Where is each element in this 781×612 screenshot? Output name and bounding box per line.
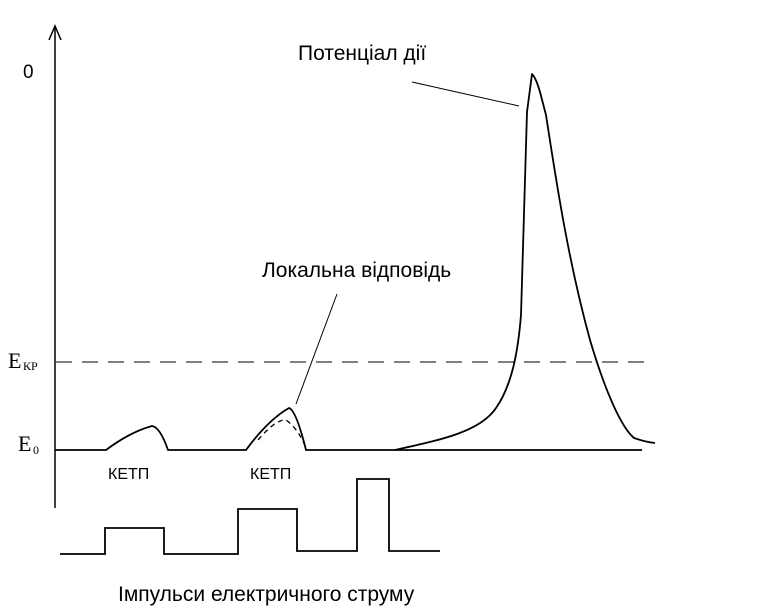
resting-level-label: E 0: [18, 431, 39, 457]
y-axis: [48, 24, 62, 508]
e-kr-letter: E: [8, 348, 21, 373]
action-potential-pointer: [411, 81, 520, 107]
e-kr-subscript: КР: [23, 359, 38, 373]
e0-subscript: 0: [33, 443, 39, 457]
ketp-label-2: КЕТП: [250, 466, 291, 483]
local-response-label: Локальна відповідь: [262, 259, 451, 282]
membrane-potential-curve: [55, 73, 656, 451]
zero-label: 0: [23, 62, 34, 83]
current-pulse-trace: [60, 478, 440, 555]
e0-letter: E: [18, 431, 31, 456]
local-response-pointer: [295, 293, 338, 405]
local-response-dashed-curve: [257, 419, 308, 451]
ketp-label-1: КЕТП: [108, 466, 149, 483]
critical-level-label: E КР: [8, 348, 38, 373]
action-potential-label: Потенціал дії: [298, 42, 426, 65]
impulses-caption: Імпульси електричного струму: [118, 583, 415, 606]
